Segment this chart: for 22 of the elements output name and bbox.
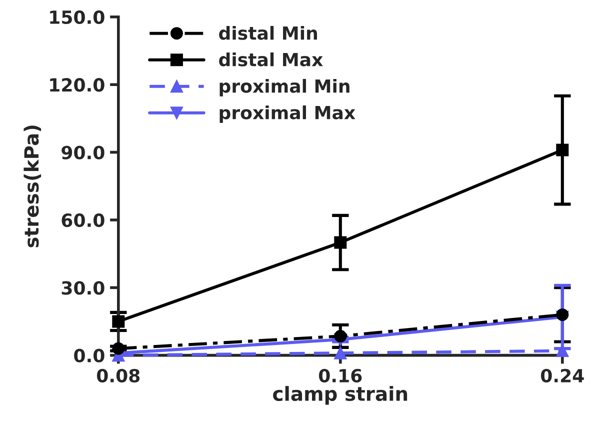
x-axis-title: clamp strain <box>273 386 408 405</box>
x-tick-label: 0.16 <box>318 368 362 382</box>
y-tick-label: 60.0 <box>62 213 104 228</box>
point <box>556 144 569 156</box>
x-tick-label: 0.08 <box>96 368 140 382</box>
point <box>334 330 347 342</box>
legend-label: proximal Min <box>220 78 350 96</box>
point <box>112 315 125 328</box>
point <box>556 308 569 321</box>
y-axis-title: stress(kPa) <box>24 126 42 248</box>
legend-label: proximal Max <box>220 105 356 123</box>
legend-label: distal Max <box>219 52 323 66</box>
y-tick-label: 30.0 <box>62 281 104 295</box>
y-tick-label: 150.0 <box>50 10 104 24</box>
y-tick-label: 90.0 <box>62 146 104 160</box>
y-tick-label: 120.0 <box>50 78 104 92</box>
y-tick-label: 0.0 <box>74 348 104 362</box>
point <box>556 344 569 358</box>
legend-label: distal Min <box>219 26 317 40</box>
point <box>334 236 347 249</box>
point <box>334 346 347 360</box>
x-tick-label: 0.24 <box>540 368 584 382</box>
